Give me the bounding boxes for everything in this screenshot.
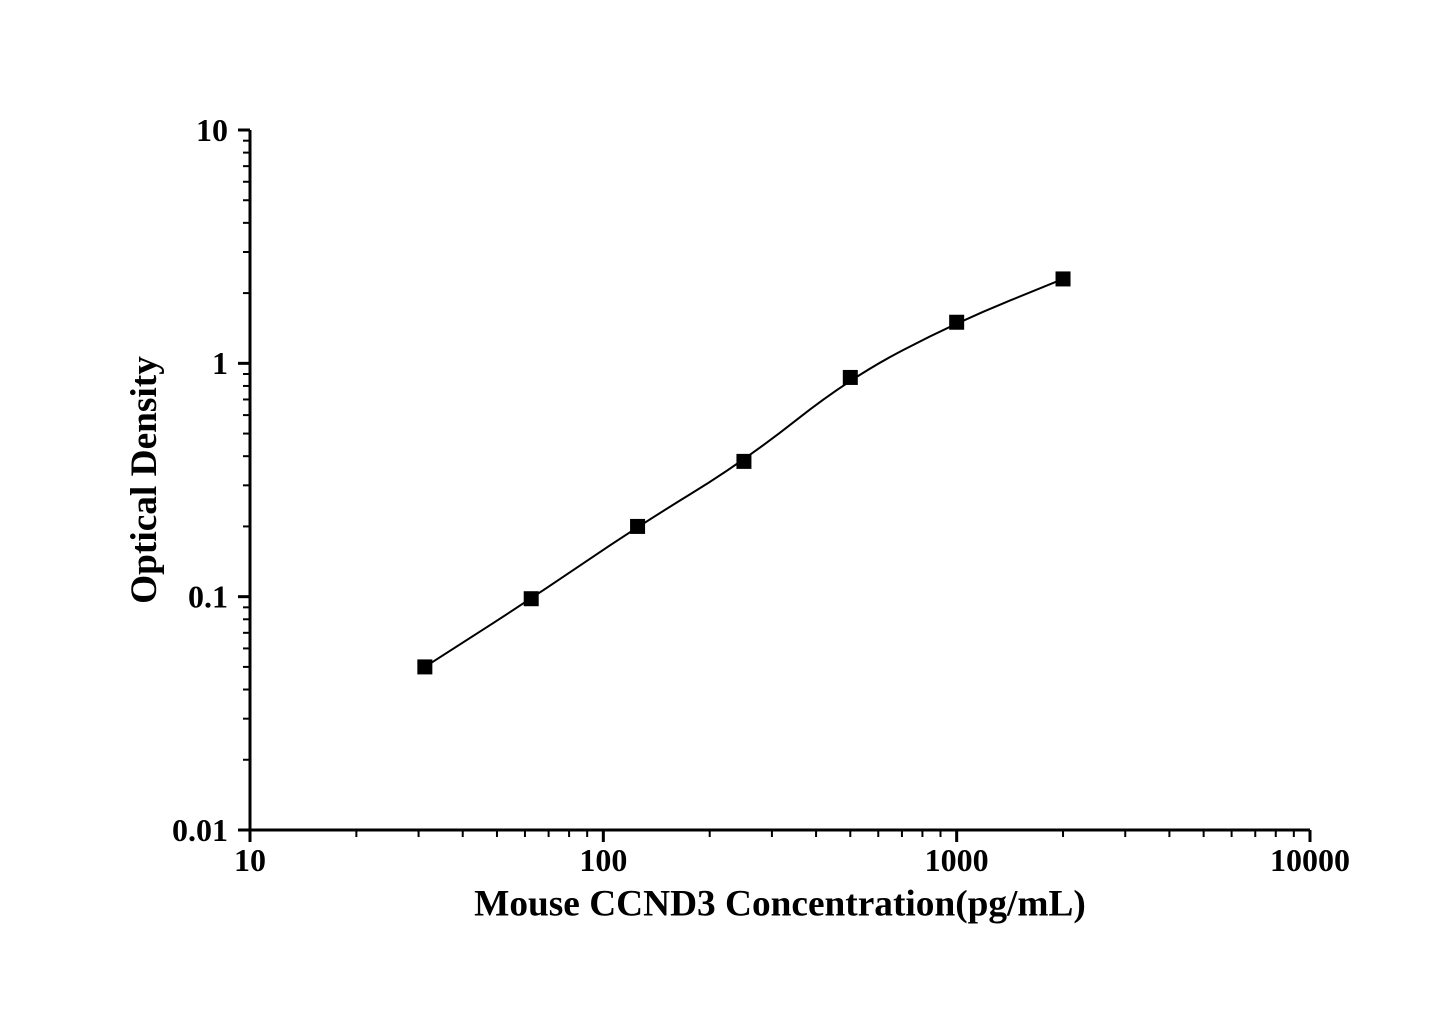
x-tick-label: 10000 (1270, 842, 1350, 878)
data-marker (843, 370, 857, 384)
y-tick-label: 1 (212, 345, 228, 381)
x-tick-label: 100 (579, 842, 627, 878)
chart-background (0, 0, 1445, 1009)
y-axis-label: Optical Density (124, 356, 165, 604)
data-marker (950, 315, 964, 329)
x-tick-label: 1000 (925, 842, 989, 878)
data-marker (631, 519, 645, 533)
y-tick-label: 0.1 (188, 578, 228, 614)
y-tick-label: 0.01 (172, 812, 228, 848)
data-marker (737, 454, 751, 468)
chart-svg: 10 100 1000 10000 0.01 0.1 1 10 Mouse CCND3 Conc… (0, 0, 1445, 1009)
data-marker (1056, 272, 1070, 286)
y-tick-label: 10 (196, 112, 228, 148)
chart-container: 10 100 1000 10000 0.01 0.1 1 10 Mouse CCND3 Conc… (0, 0, 1445, 1009)
x-tick-label: 10 (234, 842, 266, 878)
x-axis-label: Mouse CCND3 Concentration(pg/mL) (474, 884, 1086, 925)
data-marker (418, 660, 432, 674)
data-marker (524, 592, 538, 606)
